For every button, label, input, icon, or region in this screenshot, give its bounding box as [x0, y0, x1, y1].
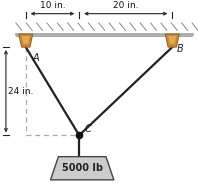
Polygon shape [168, 36, 176, 44]
Polygon shape [50, 157, 114, 180]
Text: A: A [33, 53, 39, 63]
Polygon shape [165, 34, 179, 47]
Text: 20 in.: 20 in. [113, 1, 138, 10]
Text: 24 in.: 24 in. [8, 87, 33, 96]
Text: 10 in.: 10 in. [40, 1, 65, 10]
Polygon shape [19, 34, 33, 47]
Text: 5000 lb: 5000 lb [62, 163, 103, 173]
Text: C: C [84, 124, 91, 134]
Text: B: B [177, 44, 184, 54]
Polygon shape [22, 36, 30, 44]
